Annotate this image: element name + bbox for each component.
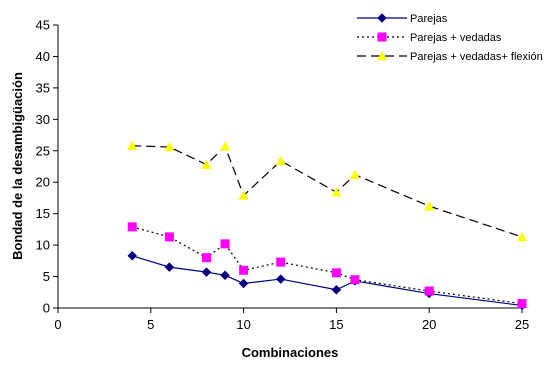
- x-tick-label: 5: [147, 317, 154, 332]
- series-2: [127, 222, 527, 309]
- data-point: [275, 155, 286, 166]
- data-point: [517, 299, 527, 309]
- data-point: [164, 262, 175, 272]
- data-point: [238, 190, 249, 200]
- data-point: [164, 232, 174, 242]
- data-point: [127, 250, 138, 261]
- data-point: [275, 274, 286, 284]
- y-tick-label: 35: [36, 80, 50, 95]
- x-tick-label: 0: [54, 317, 61, 332]
- y-tick-label: 20: [36, 175, 50, 190]
- data-point: [331, 284, 342, 295]
- data-point: [517, 231, 527, 242]
- y-tick-label: 15: [36, 206, 50, 221]
- data-point: [238, 278, 249, 289]
- series-line: [132, 255, 523, 307]
- data-point: [331, 187, 342, 197]
- x-tick-label: 10: [236, 317, 250, 332]
- data-point: [201, 253, 211, 263]
- series-3: [127, 140, 527, 242]
- data-point: [239, 265, 249, 275]
- y-tick-label: 40: [36, 49, 50, 64]
- series-1: [127, 250, 527, 311]
- data-point: [201, 159, 212, 169]
- data-point: [220, 141, 231, 151]
- y-tick-label: 45: [36, 18, 50, 33]
- legend-marker: [377, 13, 387, 23]
- series-group: [127, 140, 527, 311]
- y-tick-label: 10: [36, 238, 50, 253]
- data-point: [201, 267, 212, 278]
- y-tick-label: 30: [36, 112, 50, 127]
- data-point: [220, 239, 230, 249]
- legend-label: Parejas: [410, 13, 448, 25]
- data-point: [127, 222, 137, 232]
- data-point: [424, 286, 434, 296]
- data-point: [350, 275, 360, 285]
- x-tick-label: 25: [515, 317, 529, 332]
- y-tick-label: 5: [43, 269, 50, 284]
- axes: 0 5 10 15 20 25 30 35 40 45 0 5 10 15 20 25: [36, 18, 530, 333]
- data-point: [164, 142, 175, 152]
- data-point: [276, 257, 286, 267]
- series-line: [132, 145, 523, 238]
- legend-marker: [377, 32, 387, 42]
- legend-marker: [377, 51, 387, 61]
- legend-label: Parejas + vedadas: [410, 32, 502, 44]
- x-tick-label: 15: [329, 317, 343, 332]
- x-tick-label: 20: [422, 317, 436, 332]
- data-point: [424, 201, 435, 211]
- y-axis-title: Bondad de la desambigüación: [10, 72, 25, 260]
- y-tick-label: 25: [36, 143, 50, 158]
- y-tick-label: 0: [43, 301, 50, 316]
- legend: Parejas Parejas + vedadas Parejas + vedada…: [357, 13, 543, 63]
- data-point: [331, 268, 341, 278]
- x-axis-title: Combinaciones: [242, 345, 339, 360]
- data-point: [127, 140, 138, 150]
- legend-label: Parejas + vedadas+ flexión: [410, 51, 543, 63]
- data-point: [349, 169, 360, 179]
- series-line: [132, 226, 523, 305]
- data-point: [220, 270, 230, 281]
